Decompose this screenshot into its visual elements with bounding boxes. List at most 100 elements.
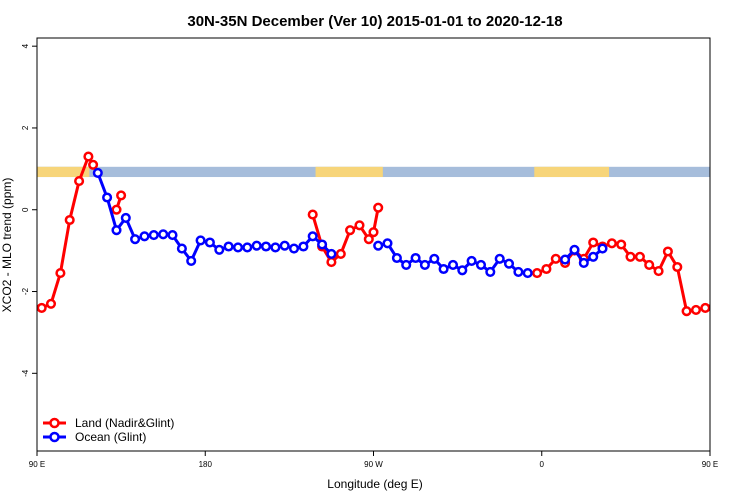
data-point-0-3-14 [662,246,673,257]
data-point-0-3-22 [739,177,747,185]
data-point-0-2-2 [326,257,337,268]
data-point-1-0-14 [223,241,234,252]
data-point-0-2-8 [373,202,384,213]
x-tick-label-4: 90 E [702,460,718,469]
data-point-0-2-3 [335,248,346,259]
data-point-1-0-16 [242,242,253,253]
data-point-1-0-13 [214,244,225,255]
series-line-0-3 [536,241,710,313]
data-point-1-0-20 [279,240,290,251]
data-point-1-1-14 [503,258,515,269]
data-point-1-0-2 [111,225,122,236]
x-tick-label-0: 90 E [29,460,45,469]
y-axis: 4 2 0 -2 -4 [21,43,37,377]
data-point-0-3-18 [700,302,710,313]
band-land-1 [315,166,383,178]
data-point-0-3-20 [720,269,728,277]
x-axis: 90 E 180 90 W 0 90 E [29,451,718,469]
data-point-1-0-10 [186,255,197,266]
data-point-1-0-24 [317,239,328,250]
data-point-1-0-22 [298,241,309,252]
data-point-1-1-13 [494,253,505,264]
legend-ocean-label: Ocean (Glint) [75,430,146,444]
data-point-0-2-7 [368,227,379,238]
data-point-1-0-15 [232,242,244,253]
data-point-0-3-13 [653,266,664,277]
data-point-0-1-1 [116,190,127,201]
data-point-1-1-0 [373,240,384,251]
data-point-0-3-0 [532,268,543,279]
data-point-0-3-8 [606,238,617,249]
data-point-0-3-17 [690,304,702,315]
legend: Land (Nadir&Glint) Ocean (Glint) [43,416,174,444]
data-point-0-3-12 [644,259,655,270]
data-point-1-1-5 [419,259,430,270]
data-point-1-0-0 [92,167,103,178]
x-tick-label-2: 90 W [364,460,383,469]
data-point-1-0-18 [260,241,272,252]
data-point-0-3-6 [588,237,599,248]
data-point-0-3-19 [709,301,710,306]
data-point-1-0-11 [195,235,206,246]
data-point-0-0-6 [88,159,99,170]
data-point-1-1-12 [485,266,496,277]
data-point-0-2-0 [307,209,318,220]
data-point-1-0-25 [326,248,337,259]
series-line-0-0 [41,155,95,310]
data-point-0-3-9 [616,239,627,250]
data-point-1-1-2 [391,252,402,264]
data-point-0-3-2 [550,253,561,264]
data-point-1-0-3 [120,212,131,223]
y-tick-label-0: 4 [21,43,30,48]
data-point-1-2-0 [560,254,571,265]
data-point-1-0-21 [288,243,300,254]
data-point-1-2-1 [569,244,580,255]
data-point-0-2-5 [354,220,365,231]
legend-land-marker [49,417,60,429]
legend-ocean-marker [49,431,60,443]
data-point-1-1-7 [438,263,449,275]
data-point-1-1-10 [466,255,477,266]
series-ocean [92,167,608,279]
data-point-1-2-4 [597,243,608,254]
data-point-0-2-4 [345,225,356,236]
chart-title: 30N-35N December (Ver 10) 2015-01-01 to … [187,13,562,30]
data-point-0-1-0 [111,204,122,215]
series-layer [37,151,747,317]
data-point-1-0-4 [130,234,141,245]
data-point-0-3-11 [634,251,645,262]
data-point-1-2-2 [578,257,589,268]
y-axis-label: XCO2 - MLO trend (ppm) [0,178,14,313]
band-land-2 [534,166,610,178]
data-point-1-1-6 [429,253,440,264]
x-tick-label-1: 180 [199,460,213,469]
band-land-0 [37,166,90,178]
data-point-1-1-16 [522,268,533,279]
y-tick-label-1: 2 [21,125,30,130]
y-tick-label-4: -4 [21,369,30,377]
data-point-1-1-8 [447,259,459,270]
data-point-0-3-1 [541,263,552,275]
data-point-1-2-3 [588,251,599,262]
data-point-0-3-10 [625,251,636,262]
data-point-1-0-7 [158,229,169,240]
data-point-1-1-4 [410,252,421,264]
data-point-0-3-15 [672,261,683,273]
data-point-1-0-5 [139,231,150,242]
x-axis-label: Longitude (deg E) [327,477,422,491]
data-point-1-0-12 [204,237,215,248]
data-point-1-0-9 [176,243,187,254]
land-mask-band [37,166,750,178]
data-point-1-1-15 [513,266,524,277]
band-land-3 [710,167,750,177]
data-point-0-0-3 [64,214,75,226]
data-point-0-2-6 [363,234,374,245]
legend-land-label: Land (Nadir&Glint) [75,416,174,430]
y-tick-label-2: 0 [21,207,30,212]
data-point-0-0-4 [74,176,85,187]
y-tick-label-3: -2 [21,287,30,295]
data-point-1-0-8 [167,230,178,241]
data-point-0-0-0 [37,302,47,313]
data-point-0-3-21 [730,216,738,224]
